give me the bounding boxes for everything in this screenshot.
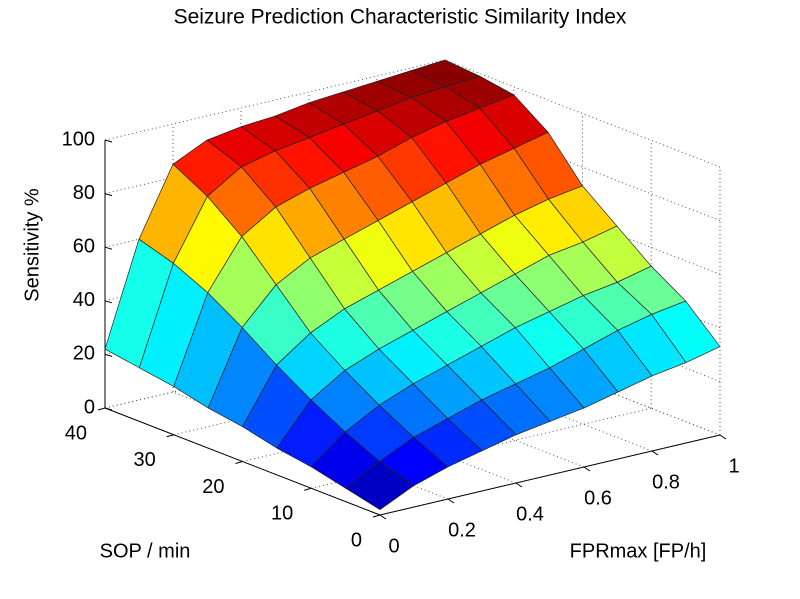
y-tick-label: 40: [65, 422, 87, 444]
tick-mark: [104, 246, 113, 250]
x-tick-label: 0.4: [516, 503, 544, 525]
z-tick-label: 60: [73, 235, 95, 257]
tick-mark: [104, 300, 113, 304]
x-tick-label: 1: [728, 455, 739, 477]
tick-mark: [97, 407, 106, 411]
surface-cell: [345, 461, 415, 511]
x-tick-label: 0.8: [652, 471, 680, 493]
tick-mark: [515, 482, 523, 488]
x-tick-label: 0.6: [584, 487, 612, 509]
tick-mark: [104, 193, 113, 197]
z-tick-label: 20: [73, 343, 95, 365]
z-axis-label: Sensitivity %: [21, 188, 43, 302]
tick-mark: [719, 434, 727, 440]
tick-mark: [104, 407, 113, 411]
y-axis-label: SOP / min: [100, 540, 191, 562]
tick-mark: [447, 498, 455, 504]
tick-mark: [379, 514, 387, 520]
z-tick-label: 40: [73, 289, 95, 311]
tick-mark: [104, 353, 113, 357]
x-axis-label: FPRmax [FP/h]: [570, 540, 707, 562]
tick-mark: [104, 139, 113, 143]
z-tick-label: 80: [73, 182, 95, 204]
tick-mark: [235, 461, 243, 464]
y-tick-label: 0: [351, 529, 362, 551]
tick-mark: [372, 514, 381, 518]
x-tick-label: 0.2: [448, 519, 476, 541]
z-tick-label: 0: [84, 396, 95, 418]
z-tick-label: 100: [62, 128, 95, 150]
tick-mark: [651, 450, 659, 456]
x-tick-label: 0: [388, 535, 399, 557]
tick-mark: [304, 487, 312, 491]
chart-title: Seizure Prediction Characteristic Simila…: [174, 6, 627, 29]
y-tick-label: 30: [134, 449, 156, 471]
tick-mark: [583, 466, 591, 472]
y-tick-label: 20: [202, 476, 224, 498]
tick-mark: [166, 434, 174, 438]
y-tick-label: 10: [271, 503, 293, 525]
axis-line: [379, 434, 721, 516]
